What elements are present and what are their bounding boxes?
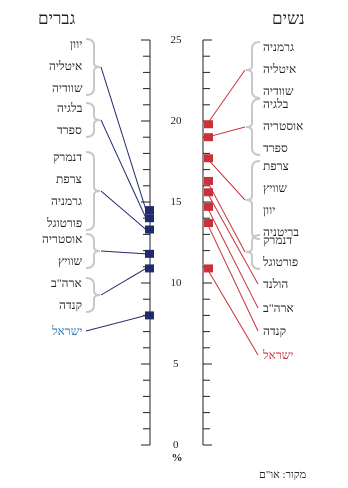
y-tick-label: 10 (170, 277, 182, 289)
men-country-label: פורטוגל (47, 216, 83, 230)
men-header: גברים (38, 9, 76, 28)
y-tick-label: 15 (170, 196, 182, 208)
men-country-label: אוסטריה (42, 232, 83, 246)
women-country-label: הולנד (263, 277, 289, 291)
women-country-label: בריטניה (263, 225, 300, 239)
women-connector (206, 180, 246, 253)
men-marker (145, 264, 154, 273)
men-marker (145, 225, 154, 234)
y-tick-label: 0 (173, 439, 179, 451)
women-country-label: שוויץ (263, 181, 288, 195)
men-country-label: איטליה (49, 59, 83, 73)
men-country-label: בלגיה (57, 101, 83, 115)
women-header: נשים (272, 9, 305, 28)
women-connector (206, 157, 246, 201)
women-marker (204, 176, 213, 185)
women-marker (204, 219, 213, 228)
women-country-label: פורטוגל (263, 255, 299, 269)
men-group-bracket (85, 151, 101, 231)
women-group-bracket (245, 98, 261, 156)
men-marker (145, 311, 154, 320)
women-connector (206, 126, 246, 138)
men-marker (145, 206, 154, 215)
women-connector (206, 222, 259, 332)
women-country-label: צרפת (263, 159, 289, 173)
women-country-label: יוון (263, 203, 276, 217)
women-marker (204, 188, 213, 197)
men-country-label: צרפת (56, 172, 82, 186)
men-country-label: שוודיה (52, 81, 83, 95)
men-connector (100, 250, 147, 255)
women-country-label: דנמרק (263, 233, 293, 247)
men-country-label: ישראל (52, 324, 83, 338)
women-marker (204, 120, 213, 129)
women-connector (206, 192, 259, 285)
women-country-label: קנדה (263, 324, 286, 338)
men-group-bracket (85, 38, 101, 96)
men-country-label: יוון (70, 37, 83, 51)
men-connector (100, 190, 147, 230)
y-tick-label: 25 (170, 34, 182, 46)
women-country-label: גרמניה (263, 40, 294, 54)
men-country-label: דנמרק (53, 150, 83, 164)
women-connector (206, 268, 259, 356)
y-tick-label: 20 (170, 115, 182, 127)
men-connector (85, 314, 147, 332)
women-marker (204, 264, 213, 273)
women-country-label: ישראל (263, 348, 294, 362)
men-country-label: קנדה (59, 298, 82, 312)
women-group-bracket (245, 41, 261, 99)
men-connector (100, 267, 147, 296)
women-marker (204, 154, 213, 163)
men-country-label: שוויץ (58, 254, 83, 268)
women-country-label: ארה"ב (263, 301, 294, 315)
women-marker (204, 202, 213, 211)
men-marker (145, 249, 154, 258)
y-tick-label: 5 (173, 358, 179, 370)
men-country-label: ספרד (57, 123, 82, 137)
men-connector (100, 66, 147, 211)
women-country-label: ספרד (263, 141, 288, 155)
y-unit-label: % (171, 452, 183, 464)
men-connector (100, 119, 147, 219)
men-marker (145, 214, 154, 223)
women-connector (206, 69, 246, 125)
women-group-bracket (245, 234, 261, 270)
men-group-bracket (85, 277, 101, 313)
women-connector (206, 206, 259, 309)
women-country-label: אוסטריה (263, 119, 304, 133)
source-note: מקור: או"ם (259, 469, 307, 481)
women-country-label: איטליה (263, 62, 297, 76)
men-country-label: ארה"ב (51, 276, 82, 290)
men-group-bracket (85, 102, 101, 138)
women-marker (204, 133, 213, 142)
women-country-label: שוודיה (263, 84, 294, 98)
women-group-bracket (245, 160, 261, 240)
men-group-bracket (85, 233, 101, 269)
men-country-label: גרמניה (51, 194, 82, 208)
women-country-label: בלגיה (263, 97, 289, 111)
